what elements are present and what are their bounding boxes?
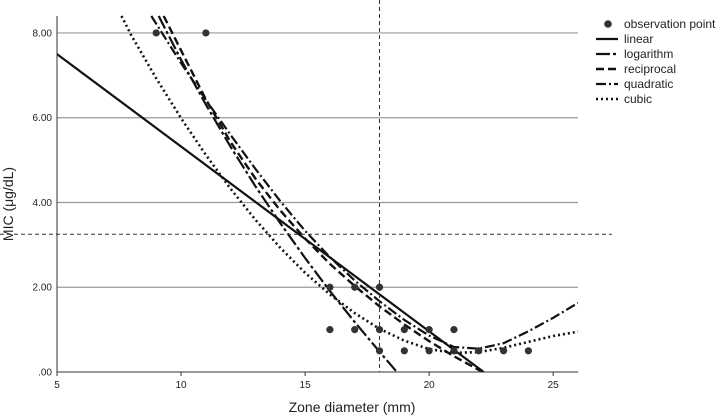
y-tick-labels: .00 2.00 4.00 6.00 8.00 (33, 28, 53, 378)
axes (56, 16, 578, 376)
observation-point (425, 326, 433, 334)
legend-label-logarithm: logarithm (624, 47, 673, 61)
observation-point (152, 29, 160, 37)
y-tick-label: 4.00 (33, 198, 53, 209)
legend: observation pointlinearlogarithmreciproc… (596, 17, 716, 106)
observation-point (400, 326, 408, 334)
x-tick-label: 25 (548, 380, 560, 391)
fit-curve-cubic (120, 15, 578, 355)
y-axis-title: MIC (μg/dL) (0, 167, 16, 241)
observation-point (351, 326, 359, 334)
reference-lines (0, 0, 612, 372)
fit-curves (57, 15, 578, 372)
fit-curve-logarithm (157, 15, 398, 372)
observation-points (152, 29, 532, 355)
observation-point (425, 347, 433, 355)
x-tick-labels: 5 10 15 20 25 (54, 380, 559, 391)
fit-curve-reciprocal (162, 15, 485, 372)
x-tick-label: 15 (300, 380, 312, 391)
observation-point (499, 347, 508, 355)
observation-point (375, 326, 384, 334)
x-tick-label: 20 (424, 380, 436, 391)
observation-point (450, 347, 458, 355)
x-tick-label: 5 (54, 380, 60, 391)
observation-point (326, 326, 334, 334)
observation-point (351, 283, 359, 291)
observation-point (475, 347, 483, 355)
x-tick-label: 10 (175, 380, 187, 391)
y-tick-label: 6.00 (33, 113, 53, 124)
legend-label-observation point: observation point (624, 17, 716, 31)
observation-point (202, 29, 210, 37)
observation-point (375, 347, 384, 355)
observation-point (450, 326, 458, 334)
y-tick-label: 2.00 (33, 283, 53, 294)
observation-point (326, 283, 334, 291)
observation-point (375, 283, 384, 291)
fit-curve-linear (57, 53, 485, 372)
observation-point (524, 347, 532, 355)
legend-label-linear: linear (624, 32, 653, 46)
legend-label-quadratic: quadratic (624, 77, 673, 91)
y-tick-label: .00 (38, 368, 52, 379)
observation-point (400, 347, 408, 355)
y-tick-label: 8.00 (33, 28, 53, 39)
legend-label-reciprocal: reciprocal (624, 62, 676, 76)
x-axis-title: Zone diameter (mm) (289, 399, 416, 415)
legend-marker-observation point (604, 20, 612, 28)
legend-label-cubic: cubic (624, 92, 652, 106)
fit-curve-quadratic (150, 15, 578, 350)
